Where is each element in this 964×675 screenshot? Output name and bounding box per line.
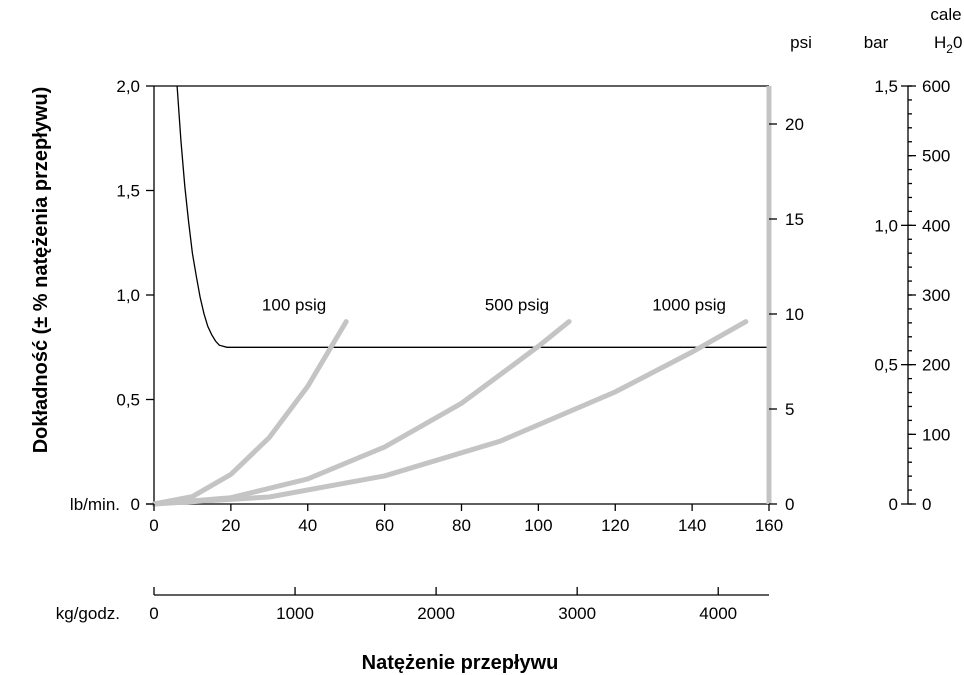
h2o-tick-label: 600 [922,77,950,96]
bar-tick-label: 0 [889,495,898,514]
x-units-label: lb/min. [70,495,120,514]
psi-axis-title: psi [790,33,812,52]
x-axis-title: Natężenie przepływu [362,652,559,674]
h2o-axis-title-line1: cale [930,5,961,24]
x-tick-label: 40 [298,516,317,535]
series-label: 500 psig [485,296,549,315]
x-tick-label: 80 [452,516,471,535]
h2o-tick-label: 0 [922,495,931,514]
x-tick-label: 100 [524,516,552,535]
h2o-tick-label: 100 [922,425,950,444]
label-layer: Dokładność (± % natężenia przepływu) Nat… [30,5,962,674]
x-tick-label: 140 [678,516,706,535]
x-tick-label: 120 [601,516,629,535]
pressure-drop-curve [151,319,749,507]
y-axis-title: Dokładność (± % natężenia przepływu) [30,87,52,454]
x2-tick-label: 3000 [558,604,596,623]
bar-tick-label: 1,5 [874,77,898,96]
x2-units-label: kg/godz. [56,604,120,623]
x2-tick-label: 0 [149,604,158,623]
x-tick-label: 0 [149,516,158,535]
series-label: 1000 psig [652,296,726,315]
y-tick-label: 0 [131,495,140,514]
series-layer: 100 psig 500 psig 1000 psig [151,85,769,507]
psi-tick-label: 15 [785,210,804,229]
psi-tick-label: 20 [785,115,804,134]
x-tick-label: 60 [375,516,394,535]
bar-tick-label: 0,5 [874,356,898,375]
h2o-tick-label: 300 [922,286,950,305]
y-tick-label: 0,5 [116,391,140,410]
x2-tick-label: 2000 [417,604,455,623]
pressure-drop-curve [151,319,349,507]
h2o-tick-label: 200 [922,356,950,375]
x-tick-label: 160 [755,516,783,535]
series-label: 100 psig [262,296,326,315]
psi-tick-label: 0 [785,495,794,514]
y-tick-label: 1,5 [116,182,140,201]
psi-tick-label: 10 [785,305,804,324]
accuracy-curve [176,85,769,348]
h2o-tick-label: 500 [922,147,950,166]
psi-tick-label: 5 [785,400,794,419]
x2-tick-label: 4000 [699,604,737,623]
x-tick-label: 20 [221,516,240,535]
h2o-tick-label: 400 [922,216,950,235]
bar-axis-title: bar [864,33,889,52]
pressure-drop-curve [151,319,572,507]
h2o-axis-title-line2: H20 [934,33,962,56]
y-tick-label: 2,0 [116,77,140,96]
y-tick-label: 1,0 [116,286,140,305]
bar-tick-label: 1,0 [874,216,898,235]
x2-tick-label: 1000 [276,604,314,623]
